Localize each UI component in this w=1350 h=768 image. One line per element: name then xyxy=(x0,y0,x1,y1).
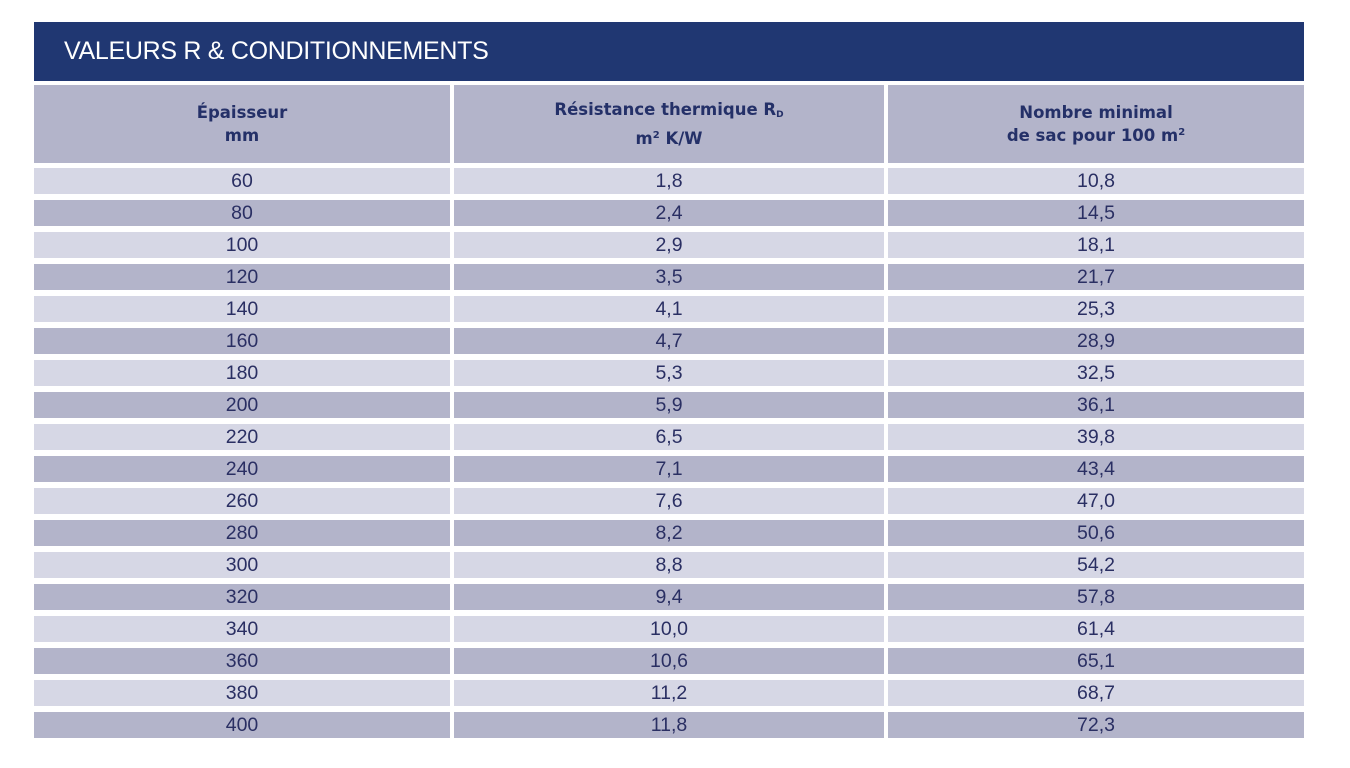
table-row: 240 7,1 43,4 xyxy=(34,456,1304,482)
thickness-cell: 360 xyxy=(34,648,450,674)
bag-count-cell: 43,4 xyxy=(888,456,1304,482)
header-resistance-subscript: D xyxy=(776,110,784,120)
bag-count-cell: 32,5 xyxy=(888,360,1304,386)
bag-count-cell: 65,1 xyxy=(888,648,1304,674)
thickness-cell: 140 xyxy=(34,296,450,322)
resistance-cell: 9,4 xyxy=(454,584,884,610)
header-thermal-resistance: Résistance thermique RD m2 K/W xyxy=(454,85,884,163)
resistance-cell: 1,8 xyxy=(454,168,884,194)
thickness-cell: 120 xyxy=(34,264,450,290)
table-row: 140 4,1 25,3 xyxy=(34,296,1304,322)
table-row: 260 7,6 47,0 xyxy=(34,488,1304,514)
header-bag-count-exponent: 2 xyxy=(1178,127,1186,138)
table-row: 100 2,9 18,1 xyxy=(34,232,1304,258)
table-row: 60 1,8 10,8 xyxy=(34,168,1304,194)
resistance-cell: 4,1 xyxy=(454,296,884,322)
table-row: 320 9,4 57,8 xyxy=(34,584,1304,610)
bag-count-cell: 57,8 xyxy=(888,584,1304,610)
bag-count-cell: 36,1 xyxy=(888,392,1304,418)
resistance-cell: 11,2 xyxy=(454,680,884,706)
bag-count-cell: 10,8 xyxy=(888,168,1304,194)
resistance-cell: 8,2 xyxy=(454,520,884,546)
header-bag-count: Nombre minimal de sac pour 100 m2 xyxy=(888,85,1304,163)
table-row: 380 11,2 68,7 xyxy=(34,680,1304,706)
thickness-cell: 400 xyxy=(34,712,450,738)
bag-count-cell: 50,6 xyxy=(888,520,1304,546)
table-row: 200 5,9 36,1 xyxy=(34,392,1304,418)
bag-count-cell: 39,8 xyxy=(888,424,1304,450)
thickness-cell: 260 xyxy=(34,488,450,514)
resistance-cell: 10,6 xyxy=(454,648,884,674)
thickness-cell: 300 xyxy=(34,552,450,578)
bag-count-cell: 68,7 xyxy=(888,680,1304,706)
header-bag-count-unit: de sac pour 100 m2 xyxy=(1006,126,1186,145)
resistance-cell: 5,3 xyxy=(454,360,884,386)
thickness-cell: 280 xyxy=(34,520,450,546)
thickness-cell: 160 xyxy=(34,328,450,354)
resistance-cell: 4,7 xyxy=(454,328,884,354)
table-row: 180 5,3 32,5 xyxy=(34,360,1304,386)
bag-count-cell: 61,4 xyxy=(888,616,1304,642)
thickness-cell: 320 xyxy=(34,584,450,610)
resistance-cell: 11,8 xyxy=(454,712,884,738)
bag-count-cell: 18,1 xyxy=(888,232,1304,258)
bag-count-cell: 25,3 xyxy=(888,296,1304,322)
thickness-cell: 240 xyxy=(34,456,450,482)
thickness-cell: 200 xyxy=(34,392,450,418)
bag-count-cell: 28,9 xyxy=(888,328,1304,354)
table-row: 220 6,5 39,8 xyxy=(34,424,1304,450)
resistance-cell: 2,9 xyxy=(454,232,884,258)
table-row: 80 2,4 14,5 xyxy=(34,200,1304,226)
header-bag-count-label: Nombre minimal xyxy=(1019,103,1173,122)
thickness-cell: 60 xyxy=(34,168,450,194)
header-thickness-label: Épaisseur xyxy=(196,103,288,122)
table-title-text: VALEURS R & CONDITIONNEMENTS xyxy=(64,37,489,65)
header-thickness: Épaisseur mm xyxy=(34,85,450,163)
header-resistance-unit-exponent: 2 xyxy=(652,130,660,141)
table-row: 120 3,5 21,7 xyxy=(34,264,1304,290)
bag-count-cell: 72,3 xyxy=(888,712,1304,738)
resistance-cell: 5,9 xyxy=(454,392,884,418)
table-body: 60 1,8 10,8 80 2,4 14,5 100 2,9 18,1 120 3,5 21,7 14… xyxy=(34,168,1304,738)
table-row: 400 11,8 72,3 xyxy=(34,712,1304,738)
resistance-cell: 3,5 xyxy=(454,264,884,290)
thickness-cell: 100 xyxy=(34,232,450,258)
thickness-cell: 220 xyxy=(34,424,450,450)
resistance-cell: 2,4 xyxy=(454,200,884,226)
bag-count-cell: 14,5 xyxy=(888,200,1304,226)
thickness-cell: 380 xyxy=(34,680,450,706)
bag-count-cell: 54,2 xyxy=(888,552,1304,578)
table-title: VALEURS R & CONDITIONNEMENTS xyxy=(34,22,1304,81)
table-header: Épaisseur mm Résistance thermique RD m2 … xyxy=(34,85,1304,163)
resistance-cell: 6,5 xyxy=(454,424,884,450)
resistance-cell: 7,6 xyxy=(454,488,884,514)
table-row: 160 4,7 28,9 xyxy=(34,328,1304,354)
header-resistance-label: Résistance thermique RD xyxy=(554,100,784,120)
thickness-cell: 80 xyxy=(34,200,450,226)
table-row: 300 8,8 54,2 xyxy=(34,552,1304,578)
thickness-cell: 340 xyxy=(34,616,450,642)
header-resistance-unit: m2 K/W xyxy=(635,129,703,148)
thickness-cell: 180 xyxy=(34,360,450,386)
resistance-cell: 8,8 xyxy=(454,552,884,578)
r-values-table-panel: VALEURS R & CONDITIONNEMENTS Épaisseur m… xyxy=(34,22,1304,744)
bag-count-cell: 47,0 xyxy=(888,488,1304,514)
table-row: 340 10,0 61,4 xyxy=(34,616,1304,642)
table-row: 360 10,6 65,1 xyxy=(34,648,1304,674)
resistance-cell: 10,0 xyxy=(454,616,884,642)
header-thickness-unit: mm xyxy=(224,126,260,145)
resistance-cell: 7,1 xyxy=(454,456,884,482)
bag-count-cell: 21,7 xyxy=(888,264,1304,290)
table-row: 280 8,2 50,6 xyxy=(34,520,1304,546)
